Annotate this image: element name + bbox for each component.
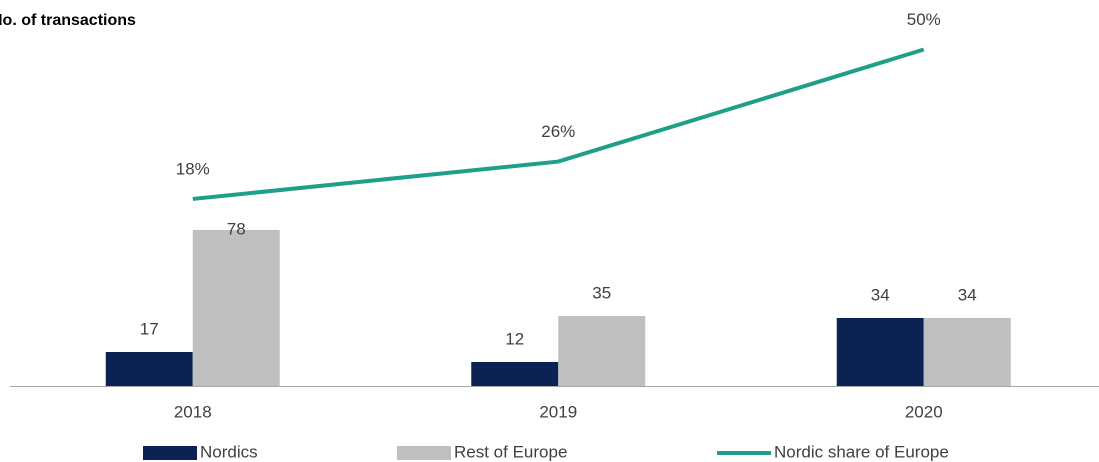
legend-label: Nordics <box>200 442 258 461</box>
line <box>192 47 925 201</box>
line-value-label: 18% <box>176 159 210 178</box>
legend-swatch <box>143 446 197 460</box>
bar <box>558 316 646 386</box>
bar-value-label: 34 <box>871 285 890 304</box>
bar <box>105 352 193 386</box>
x-tick-label: 2018 <box>174 402 212 421</box>
legend-swatch <box>397 446 451 460</box>
bar-value-label: 34 <box>958 285 977 304</box>
chart-title: No. of transactions <box>0 12 136 29</box>
legend-label: Rest of Europe <box>454 442 567 461</box>
bar-value-label: 78 <box>227 219 246 238</box>
bar <box>192 230 280 386</box>
line-value-label: 50% <box>907 10 941 29</box>
bar-value-label: 35 <box>592 283 611 302</box>
bar-value-label: 12 <box>505 329 524 348</box>
line-value-label: 26% <box>541 122 575 141</box>
x-tick-label: 2020 <box>905 402 943 421</box>
x-tick-label: 2019 <box>539 402 577 421</box>
bar <box>471 362 559 386</box>
bar-value-label: 17 <box>140 319 159 338</box>
bar <box>923 318 1011 386</box>
legend-label: Nordic share of Europe <box>774 442 949 461</box>
bar <box>836 318 924 386</box>
